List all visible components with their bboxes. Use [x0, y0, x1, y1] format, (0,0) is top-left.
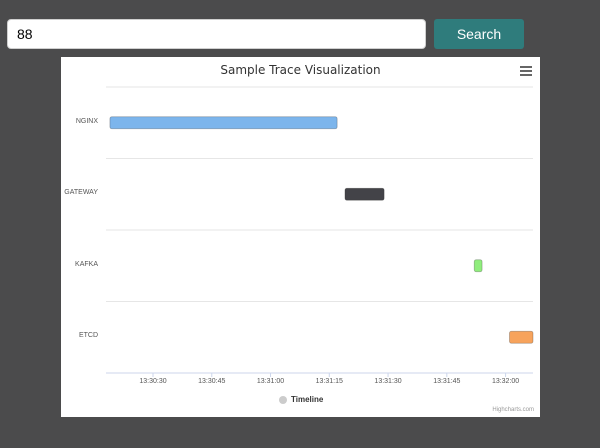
x-tick-label: 13:31:45 — [433, 378, 461, 385]
chart-credits[interactable]: Highcharts.com — [492, 407, 534, 413]
x-tick-label: 13:32:00 — [491, 378, 520, 385]
timeline-bar-nginx[interactable] — [109, 116, 338, 130]
trace-chart: Sample Trace Visualization NGINX GATEWAY K… — [61, 57, 540, 417]
timeline-bar-gateway[interactable] — [344, 187, 385, 201]
y-category-label: NGINX — [75, 117, 98, 125]
x-tick-label: 13:31:00 — [256, 378, 285, 385]
hamburger-menu-icon[interactable] — [520, 66, 532, 76]
search-button[interactable]: Search — [434, 19, 524, 49]
x-tick-label: 13:31:30 — [374, 378, 402, 385]
x-tick-label: 13:31:15 — [315, 378, 343, 385]
legend-item-timeline[interactable]: Timeline — [279, 395, 323, 404]
timeline-bar-etcd[interactable] — [509, 330, 534, 344]
x-tick-label: 13:30:45 — [198, 378, 226, 385]
chart-title: Sample Trace Visualization — [220, 63, 381, 77]
timeline-bar-kafka[interactable] — [473, 259, 483, 273]
legend-dot-icon — [279, 395, 287, 404]
y-category-label: ETCD — [78, 332, 98, 340]
chart-plot-area — [106, 86, 534, 377]
x-tick-label: 13:30:30 — [139, 378, 167, 385]
y-category-label: KAFKA — [75, 260, 98, 268]
search-input[interactable] — [7, 19, 426, 49]
y-category-label: GATEWAY — [64, 189, 98, 197]
legend-label: Timeline — [291, 395, 324, 404]
